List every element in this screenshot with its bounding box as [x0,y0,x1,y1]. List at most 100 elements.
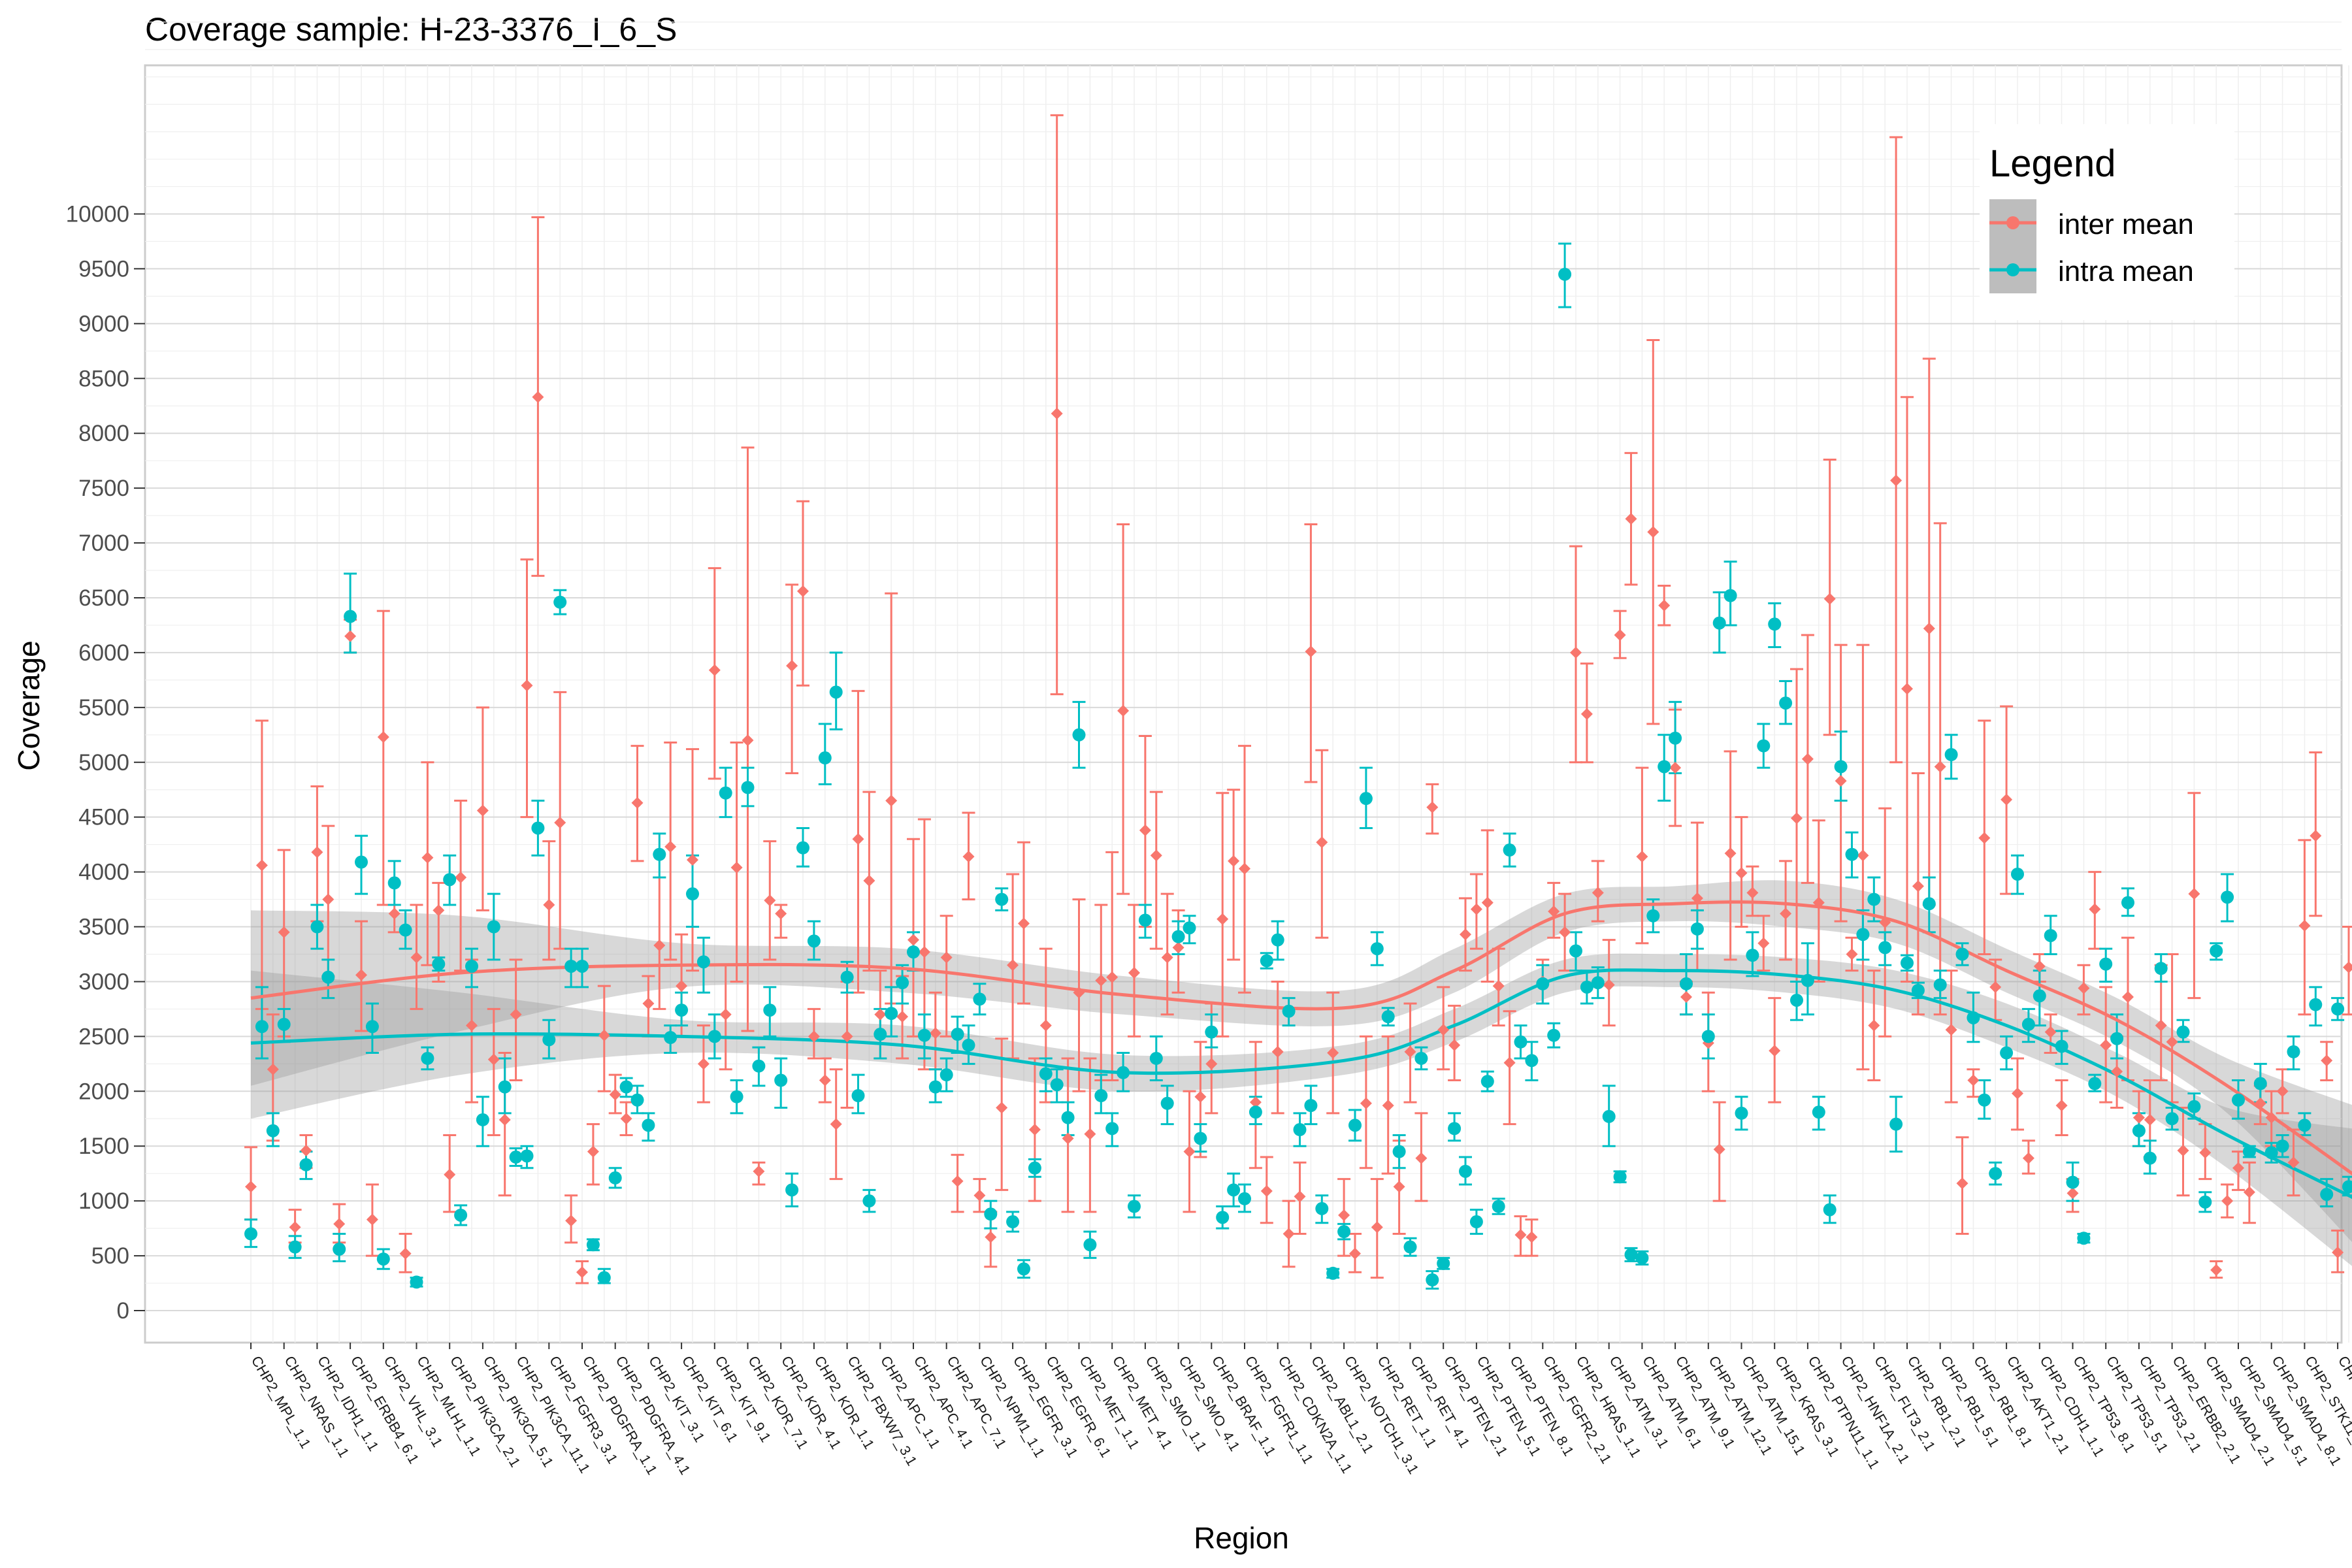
data-point-intra [1944,748,1958,762]
data-point-inter [2254,1097,2266,1109]
data-point-intra [2342,1180,2352,1194]
data-point-inter [1172,941,1184,954]
data-point-intra [664,1031,678,1045]
data-point-intra [984,1207,998,1221]
data-point-intra [2176,1025,2190,1039]
data-point-inter [1316,836,1328,849]
data-point-inter [1084,1128,1096,1140]
data-point-inter [786,660,798,672]
data-point-inter [1481,896,1494,909]
data-point-inter [1868,1019,1880,1032]
data-point-intra [266,1124,280,1137]
data-point-inter [1305,645,1317,658]
data-point-inter [1249,1096,1262,1109]
data-point-inter [2001,793,2013,806]
data-point-inter [2343,961,2352,973]
data-point-inter [1139,824,1151,836]
y-tick-label: 6500 [78,585,129,611]
data-point-intra [310,920,324,934]
data-point-inter [2177,1144,2189,1156]
data-point-intra [1160,1096,1174,1110]
data-point-intra [675,1004,689,1017]
data-point-intra [1967,1011,1980,1024]
data-point-inter [1857,849,1869,862]
data-point-intra [1138,913,1152,927]
legend-key-point-inter [2006,216,2019,229]
data-point-intra [1922,897,1936,911]
data-point-intra [2121,896,2134,909]
data-point-intra [2187,1100,2201,1113]
data-point-intra [752,1059,766,1073]
data-point-intra [1205,1025,1218,1039]
y-tick-label: 4500 [78,805,129,830]
data-point-inter [1978,832,1991,844]
data-point-intra [333,1243,346,1256]
y-tick-label: 9500 [78,256,129,282]
data-point-intra [2066,1175,2080,1189]
data-point-intra [885,1007,898,1021]
plot-panel [144,64,2343,1344]
data-point-inter [1404,1045,1416,1058]
data-point-intra [1701,1030,1715,1043]
data-point-inter [565,1215,578,1227]
data-point-inter [2298,919,2311,932]
data-point-inter [830,1118,842,1130]
data-point-intra [2210,944,2223,958]
data-point-intra [1547,1028,1561,1042]
data-point-inter [1956,1177,1968,1190]
legend: Legend inter mean intra mean [1980,124,2234,320]
data-point-inter [2166,1036,2178,1048]
data-point-inter [1713,1143,1725,1156]
data-point-intra [255,1020,269,1034]
data-point-inter [1503,1056,1516,1069]
data-point-inter [2188,888,2200,900]
data-point-inter [498,1113,511,1126]
data-point-inter [2321,1054,2333,1067]
data-point-inter [300,1144,312,1156]
data-point-intra [2077,1232,2091,1245]
data-point-intra [1536,977,1550,990]
data-point-inter [576,1266,588,1279]
legend-key-point-intra [2006,263,2019,276]
data-point-inter [1912,880,1924,892]
data-point-inter [1327,1047,1339,1059]
data-point-intra [1414,1051,1428,1065]
data-point-intra [1492,1200,1505,1213]
data-point-inter [1018,917,1030,930]
data-point-inter [2144,1113,2156,1126]
y-tick-label: 2500 [78,1024,129,1049]
data-point-inter [311,846,323,858]
y-tick-label: 8500 [78,366,129,391]
data-point-intra [2264,1146,2278,1160]
data-point-intra [1955,947,1969,961]
data-point-inter [1073,987,1085,999]
data-point-intra [1723,589,1737,602]
data-point-inter [1945,1024,1957,1036]
data-point-inter [653,939,666,952]
data-point-inter [852,833,864,845]
data-point-inter [2044,1026,2057,1038]
data-point-inter [874,1008,887,1021]
data-point-inter [1282,1228,1295,1240]
data-point-intra [1337,1225,1351,1239]
data-point-intra [1569,944,1582,958]
data-point-inter [2199,1147,2212,1159]
data-point-inter [951,1175,964,1187]
data-point-intra [1856,928,1870,941]
data-point-intra [1403,1240,1417,1254]
data-point-inter [1194,1090,1207,1103]
data-point-inter [1039,1019,1052,1032]
y-tick-label: 7500 [78,476,129,501]
data-point-intra [432,957,446,971]
data-point-intra [1635,1251,1649,1265]
data-point-intra [1017,1262,1030,1276]
data-point-inter [245,1181,257,1193]
y-tick-label: 5000 [78,750,129,776]
data-point-intra [1083,1238,1097,1252]
data-point-inter [2066,1187,2079,1200]
data-point-intra [730,1090,743,1103]
data-point-intra [1370,942,1384,956]
data-point-inter [1901,683,1913,695]
data-point-intra [1381,1010,1395,1024]
data-point-intra [244,1227,257,1241]
